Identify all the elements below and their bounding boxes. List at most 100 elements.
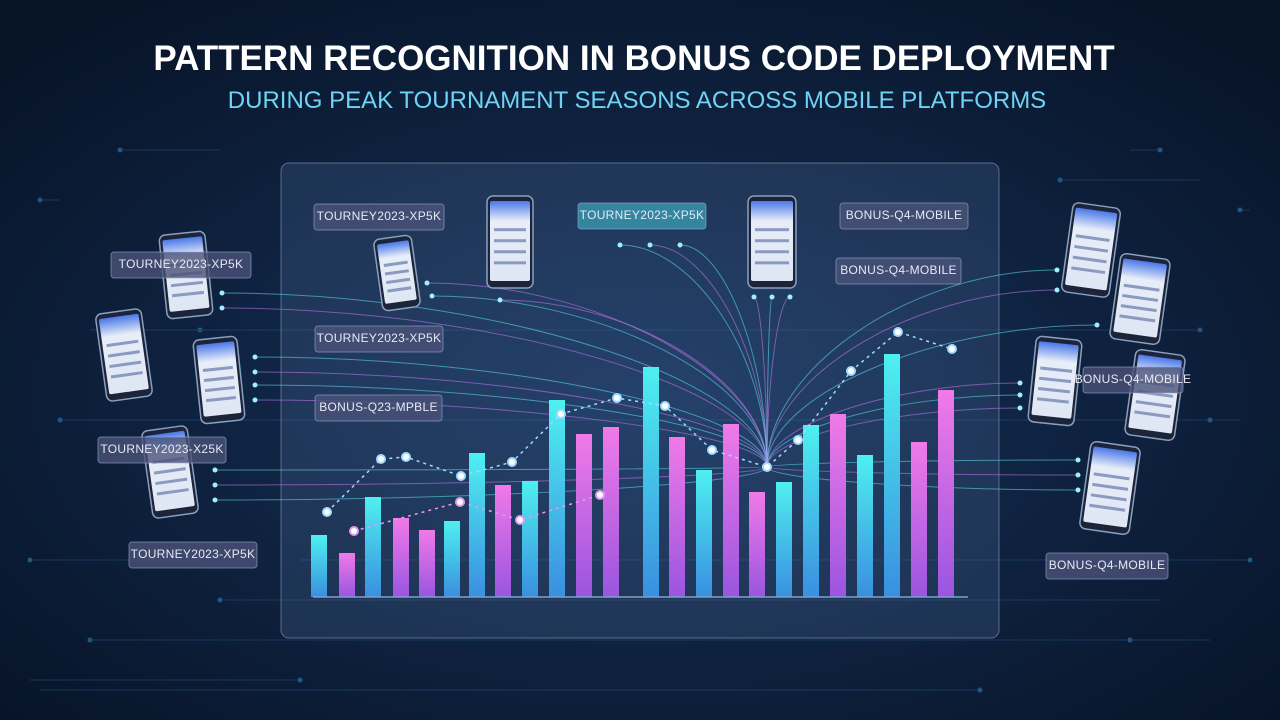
- wire-dot: [1017, 392, 1023, 398]
- code-label: BONUS-Q4-MOBILE: [840, 263, 957, 277]
- screen-row: [203, 375, 234, 383]
- wire: [766, 269, 1058, 468]
- code-label-box: [97, 436, 227, 464]
- code-label: TOURNEY2023-XP5K: [119, 257, 244, 271]
- trend-dot: [707, 445, 717, 455]
- screen-row: [1090, 493, 1127, 502]
- bar: [669, 437, 685, 597]
- wire-dot: [1017, 405, 1023, 411]
- wire: [766, 382, 1021, 468]
- screen-row: [755, 261, 789, 265]
- screen-row: [1075, 234, 1110, 242]
- phone: [1079, 440, 1141, 536]
- bar: [696, 470, 712, 597]
- wire: [221, 292, 768, 468]
- screen-row: [202, 365, 233, 373]
- wire: [679, 244, 768, 468]
- code-label: TOURNEY2023-X25K: [100, 442, 223, 456]
- bar: [911, 442, 927, 597]
- screen-row: [1122, 293, 1159, 302]
- wire-dot: [1075, 487, 1081, 493]
- wire-dot: [1075, 472, 1081, 478]
- net-node: [27, 557, 33, 563]
- wire: [766, 324, 1098, 468]
- screen-row: [494, 239, 526, 243]
- net-node: [1247, 557, 1253, 563]
- wire-dot: [212, 497, 218, 503]
- screen-row: [1039, 376, 1072, 384]
- code-label-box: [313, 203, 445, 231]
- phones: [95, 195, 1186, 536]
- wire-dot: [424, 280, 430, 286]
- labels: TOURNEY2023-XP5K TOURNEY2023-XP5K BONUS-Q4…: [97, 202, 1192, 580]
- trend-dot: [762, 462, 772, 472]
- trend-dot: [793, 435, 803, 445]
- code-label: BONUS-Q4-MOBILE: [1075, 372, 1192, 386]
- bar: [884, 354, 900, 597]
- screen-row: [494, 228, 526, 232]
- screen-row: [110, 371, 143, 379]
- screen-row: [1040, 366, 1073, 373]
- screen-row: [1036, 397, 1070, 404]
- screen-row: [1072, 255, 1107, 264]
- bar: [444, 521, 460, 597]
- net-node: [297, 677, 303, 683]
- wire: [221, 307, 768, 468]
- screen-row: [170, 280, 204, 288]
- bar: [603, 427, 619, 597]
- bar: [393, 518, 409, 597]
- trend-dot: [515, 515, 525, 525]
- code-label-box: [128, 541, 258, 569]
- phone: [373, 234, 421, 312]
- code-label: BONUS-Q23-MPBLE: [319, 400, 438, 414]
- wire-dot: [429, 293, 435, 299]
- data-streams: [212, 242, 1100, 503]
- bar: [576, 434, 592, 597]
- code-label: BONUS-Q4-MOBILE: [1049, 558, 1166, 572]
- wire-dot: [787, 294, 793, 300]
- bar: [803, 425, 819, 597]
- wire-dot: [252, 369, 258, 375]
- trend-dot: [947, 344, 957, 354]
- code-label-box: [110, 251, 252, 279]
- trend-dot: [455, 497, 465, 507]
- screen-row: [1093, 472, 1130, 481]
- wire-dot: [751, 294, 757, 300]
- bar: [469, 453, 485, 597]
- code-label-box: [835, 257, 962, 285]
- net-node: [1127, 637, 1133, 643]
- wire-dot: [617, 242, 623, 248]
- net-node: [57, 417, 63, 423]
- screen-row: [155, 477, 188, 486]
- title: PATTERN RECOGNITION IN BONUS CODE DEPLOY…: [153, 39, 1114, 78]
- screen-row: [1092, 482, 1129, 491]
- bar: [522, 481, 538, 597]
- trend-dot: [660, 401, 670, 411]
- net-node: [197, 327, 203, 333]
- screen-row: [107, 350, 140, 358]
- code-label-box: [314, 325, 444, 353]
- trend-dot: [595, 490, 605, 500]
- code-label-box: [577, 202, 707, 230]
- screen-row: [383, 260, 408, 267]
- bar: [857, 455, 873, 597]
- wire: [254, 384, 768, 468]
- trend-dot: [846, 366, 856, 376]
- trend-dot: [893, 327, 903, 337]
- screen-row: [755, 250, 789, 254]
- wire-dot: [212, 467, 218, 473]
- screen-row: [109, 360, 142, 369]
- bar: [643, 367, 659, 597]
- screen-row: [494, 261, 526, 265]
- net-node: [1207, 417, 1213, 423]
- wire: [499, 299, 768, 468]
- wire-dot: [219, 290, 225, 296]
- wire-dot: [219, 305, 225, 311]
- trend-line: [353, 494, 601, 532]
- trend-dot: [507, 457, 517, 467]
- screen-row: [106, 339, 139, 348]
- net-node: [87, 637, 93, 643]
- wire-dot: [1054, 287, 1060, 293]
- code-label-box: [314, 394, 443, 422]
